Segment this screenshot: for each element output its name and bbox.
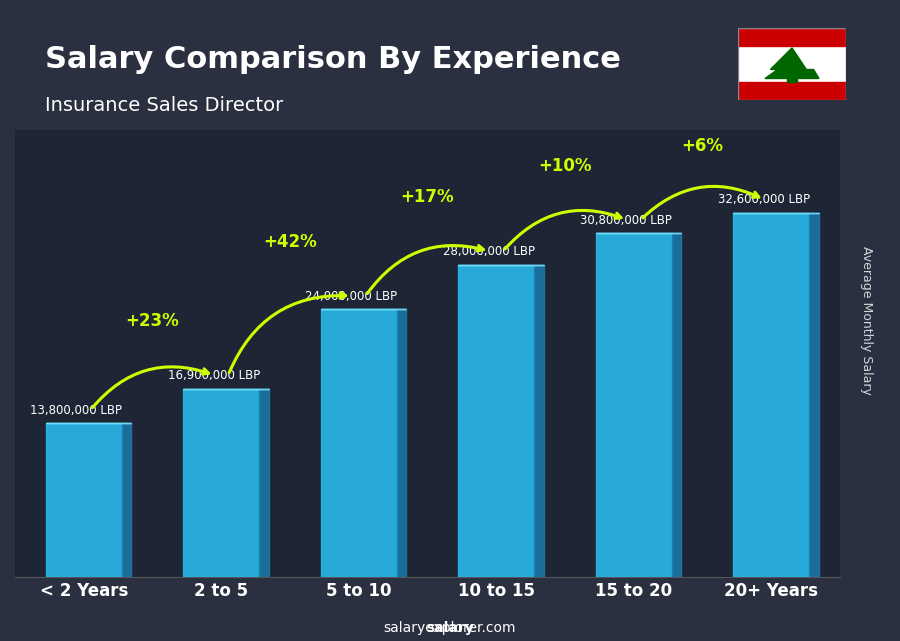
Text: 30,800,000 LBP: 30,800,000 LBP xyxy=(580,213,672,226)
Polygon shape xyxy=(809,213,819,578)
Text: +23%: +23% xyxy=(126,312,179,331)
Polygon shape xyxy=(671,233,681,578)
Text: salary: salary xyxy=(426,620,474,635)
Bar xyxy=(596,233,671,578)
Text: +6%: +6% xyxy=(681,137,724,155)
Polygon shape xyxy=(765,48,819,78)
Polygon shape xyxy=(787,78,797,82)
Bar xyxy=(734,213,809,578)
Polygon shape xyxy=(122,423,131,578)
Text: Salary Comparison By Experience: Salary Comparison By Experience xyxy=(45,45,621,74)
Polygon shape xyxy=(397,309,407,578)
Text: 32,600,000 LBP: 32,600,000 LBP xyxy=(717,194,810,206)
Text: +17%: +17% xyxy=(400,188,454,206)
Text: Insurance Sales Director: Insurance Sales Director xyxy=(45,96,284,115)
Text: +42%: +42% xyxy=(263,233,317,251)
Text: 13,800,000 LBP: 13,800,000 LBP xyxy=(31,404,122,417)
Bar xyxy=(184,388,259,578)
Text: Average Monthly Salary: Average Monthly Salary xyxy=(860,246,873,395)
Text: 24,000,000 LBP: 24,000,000 LBP xyxy=(305,290,397,303)
Bar xyxy=(738,82,846,100)
Bar xyxy=(46,423,122,578)
Text: +10%: +10% xyxy=(538,157,591,175)
Bar xyxy=(738,28,846,46)
Bar xyxy=(458,265,534,578)
Text: salaryexplorer.com: salaryexplorer.com xyxy=(383,620,517,635)
Polygon shape xyxy=(259,388,269,578)
Polygon shape xyxy=(534,265,544,578)
Text: 16,900,000 LBP: 16,900,000 LBP xyxy=(167,369,260,382)
Bar xyxy=(321,309,397,578)
Text: 28,000,000 LBP: 28,000,000 LBP xyxy=(443,245,535,258)
